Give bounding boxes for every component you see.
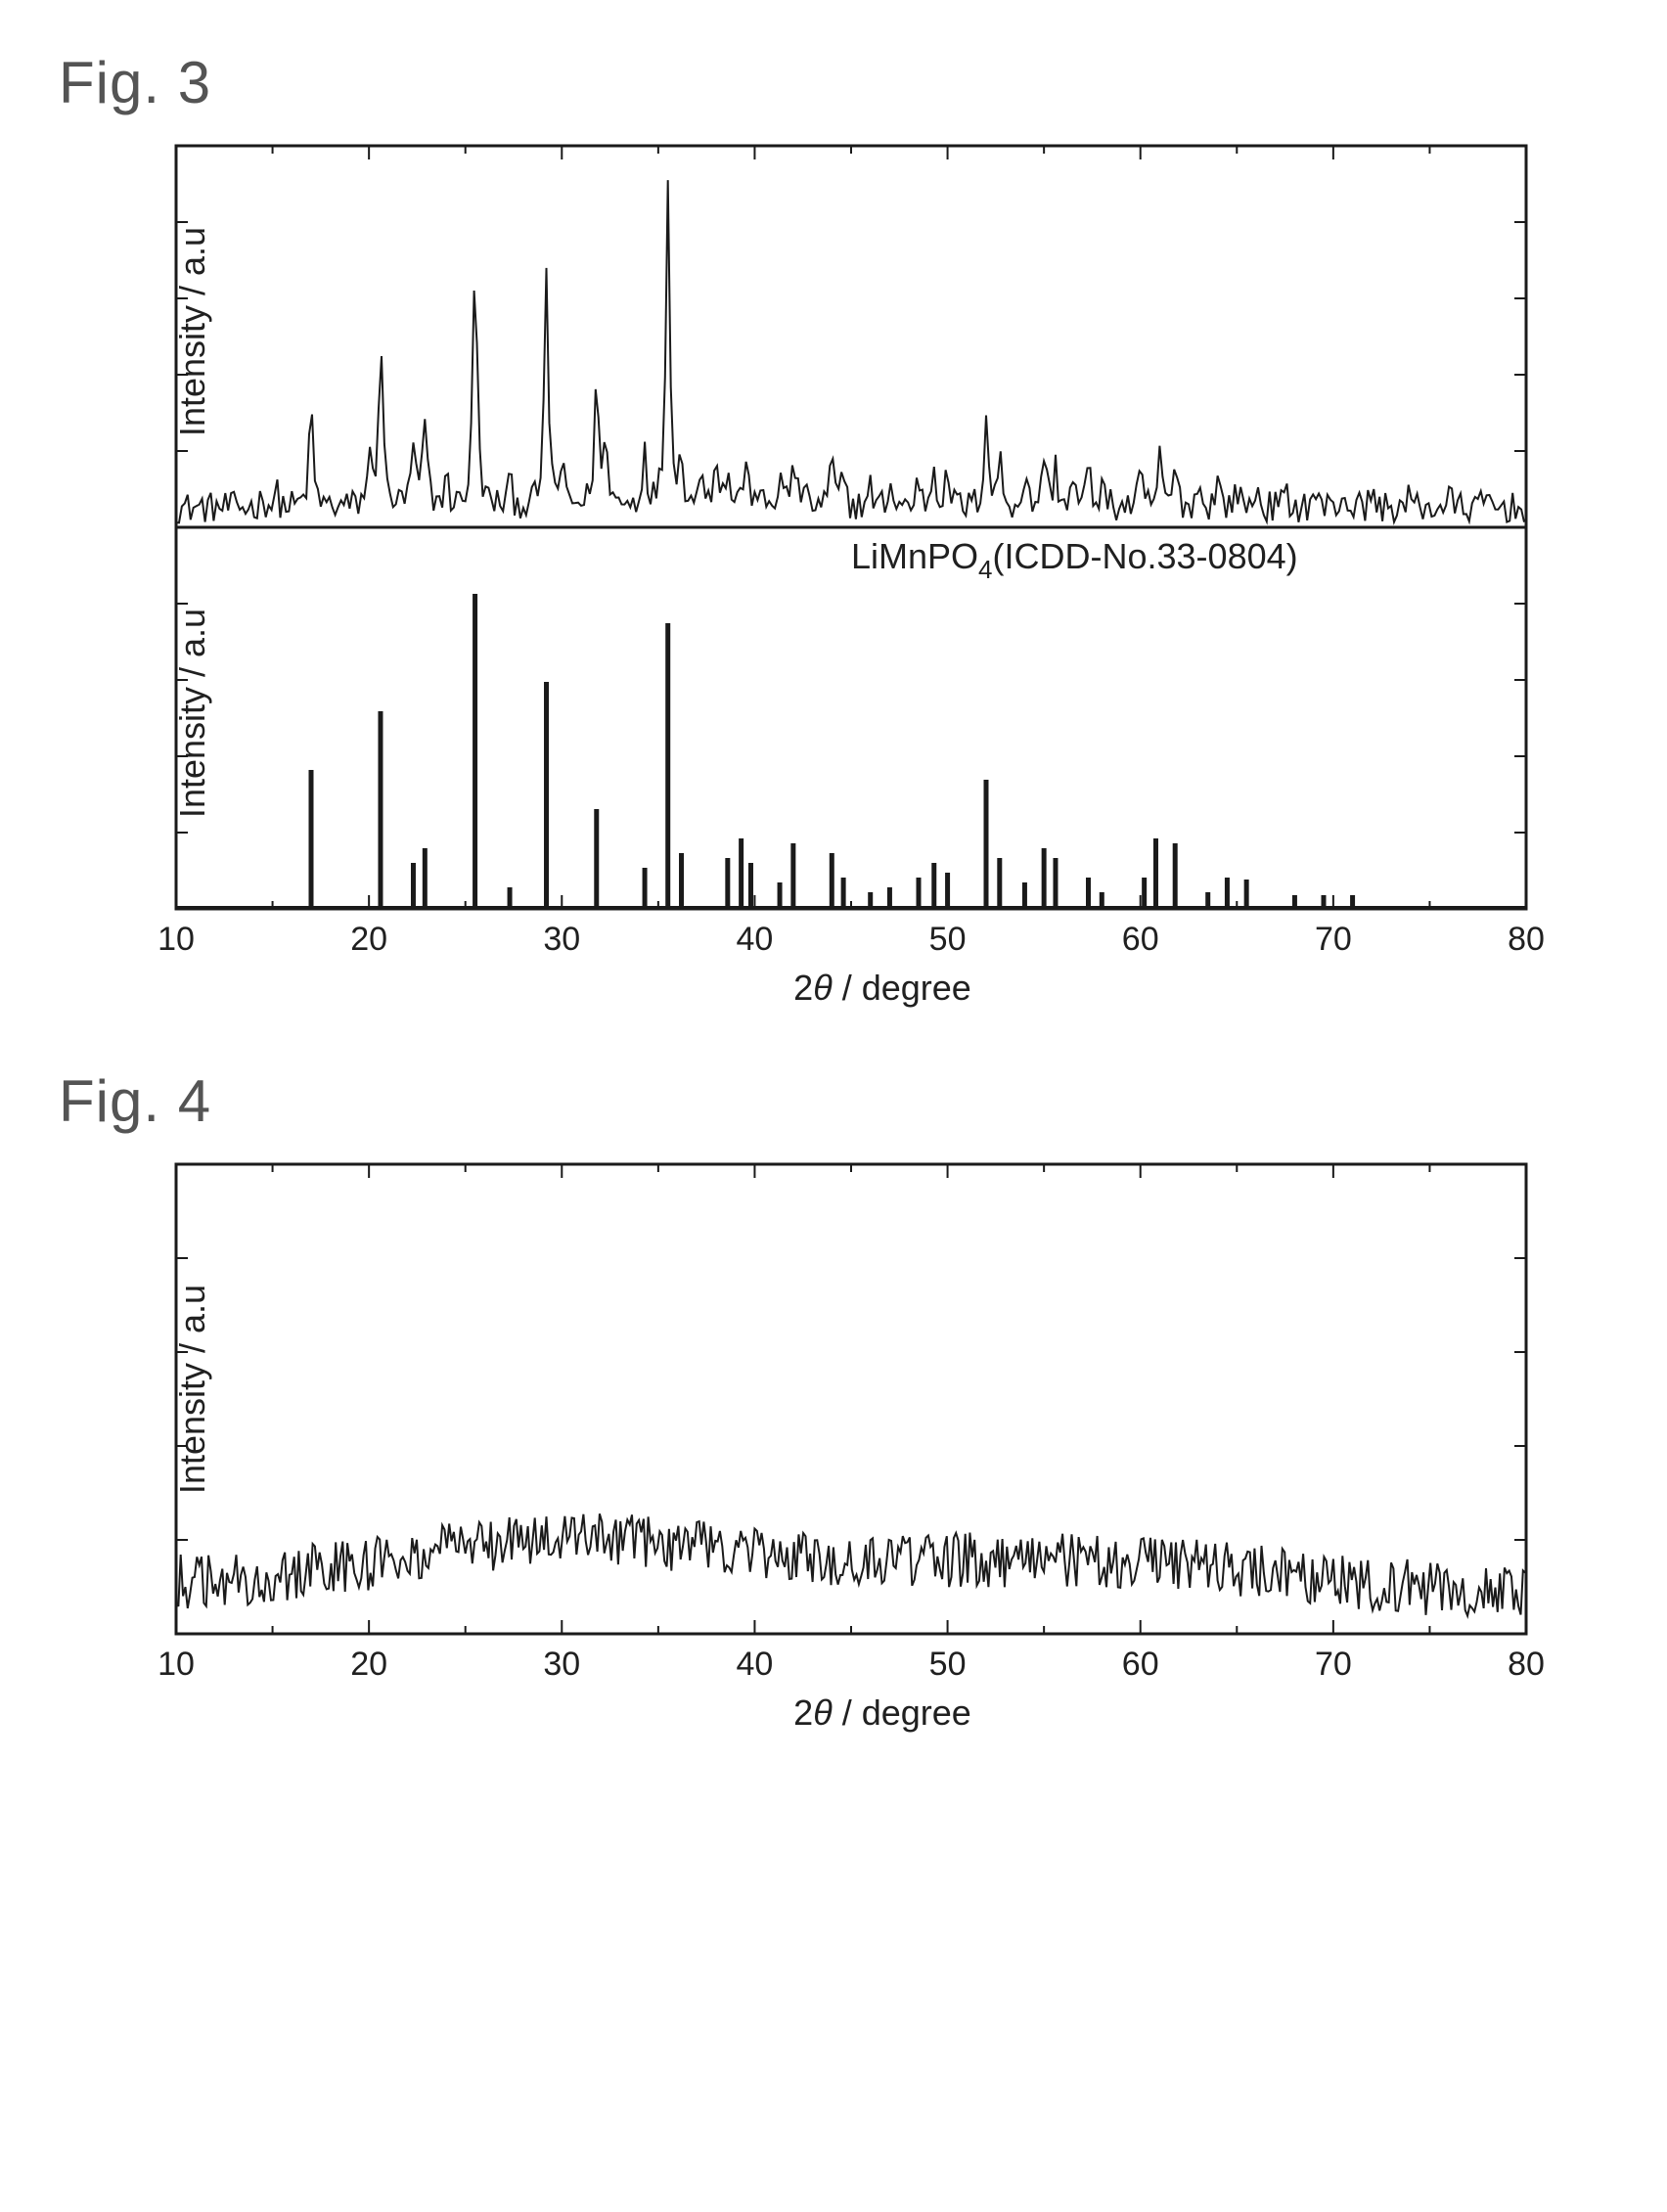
svg-text:50: 50	[929, 921, 967, 958]
svg-text:70: 70	[1315, 921, 1352, 958]
svg-text:80: 80	[1508, 921, 1545, 958]
fig4-xlabel: 2θ / degree	[157, 1693, 1608, 1734]
figure-3-chart: Intensity / a.u Intensity / a.u LiMnPO4(…	[157, 136, 1608, 1009]
svg-text:80: 80	[1508, 1646, 1545, 1683]
figure-3-label: Fig. 3	[59, 49, 1608, 116]
svg-text:10: 10	[158, 921, 195, 958]
fig3-xlabel: 2θ / degree	[157, 968, 1608, 1009]
fig3-svg: LiMnPO4(ICDD-No.33-0804) 10 20 30 40 50 60 70 80	[157, 136, 1546, 958]
svg-text:70: 70	[1315, 1646, 1352, 1683]
fig4-svg: 10 20 30 40 50 60 70 80	[157, 1154, 1546, 1683]
svg-text:40: 40	[737, 1646, 774, 1683]
svg-text:60: 60	[1122, 1646, 1159, 1683]
svg-text:60: 60	[1122, 921, 1159, 958]
svg-text:20: 20	[350, 1646, 387, 1683]
svg-text:10: 10	[158, 1646, 195, 1683]
svg-text:40: 40	[737, 921, 774, 958]
svg-text:30: 30	[543, 1646, 580, 1683]
figure-3: Fig. 3 Intensity / a.u Intensity / a.u L…	[59, 49, 1608, 1009]
svg-text:LiMnPO4(ICDD-No.33-0804): LiMnPO4(ICDD-No.33-0804)	[851, 536, 1298, 584]
svg-text:30: 30	[543, 921, 580, 958]
figure-4-label: Fig. 4	[59, 1067, 1608, 1135]
svg-text:50: 50	[929, 1646, 967, 1683]
svg-text:20: 20	[350, 921, 387, 958]
figure-4-chart: Intensity / a.u 1020304050607080 2θ / de…	[157, 1154, 1608, 1734]
figure-4: Fig. 4 Intensity / a.u 1020304050607080 …	[59, 1067, 1608, 1734]
